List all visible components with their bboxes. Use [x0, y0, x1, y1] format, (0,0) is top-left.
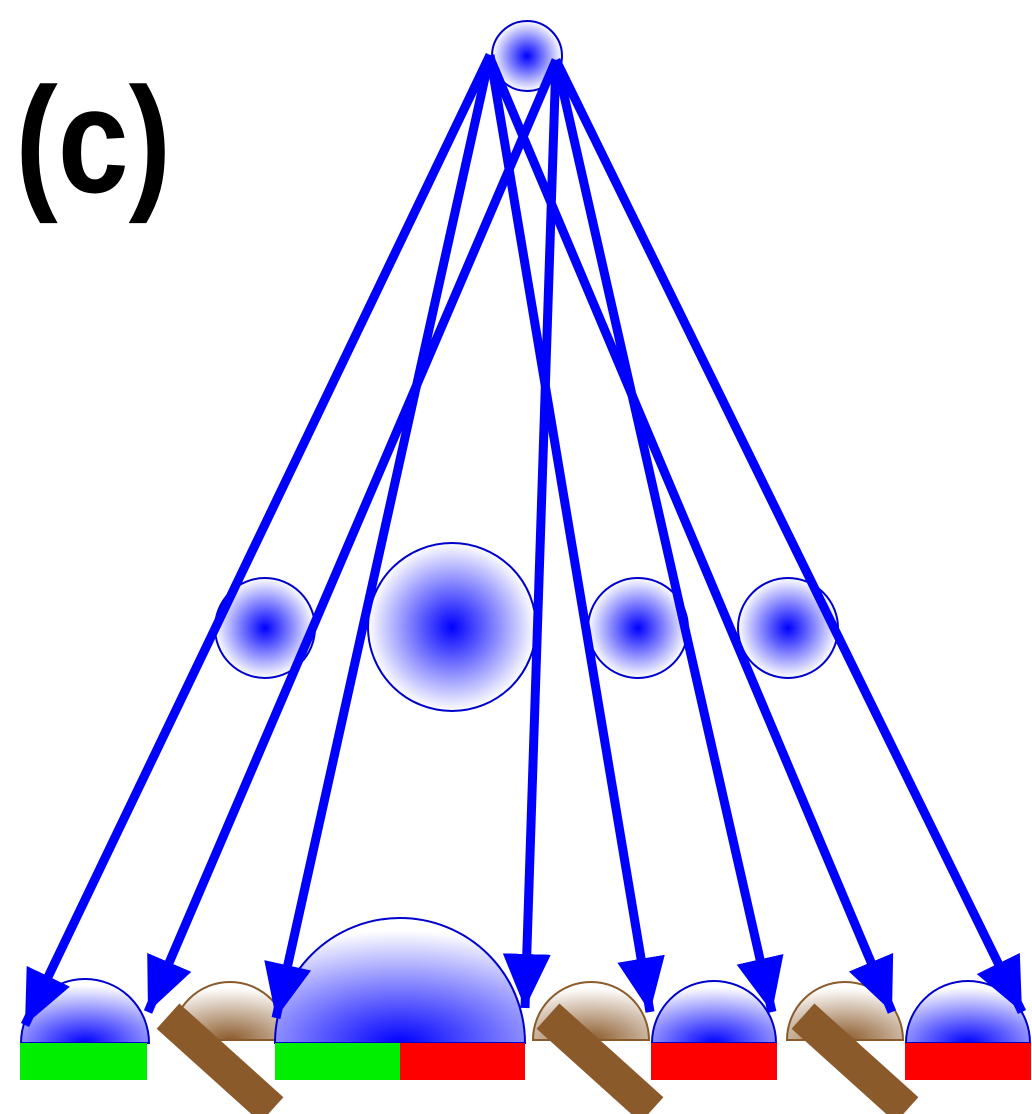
arrow — [551, 58, 1027, 1014]
half-sphere — [273, 917, 527, 1044]
arrow — [20, 53, 495, 1027]
arrow — [485, 56, 897, 1014]
brown-bar — [791, 1003, 919, 1114]
half-sphere — [650, 980, 778, 1044]
arrow — [264, 54, 495, 1019]
brown-bar — [156, 1003, 284, 1114]
arrow — [502, 59, 561, 1009]
arrow — [485, 54, 665, 1013]
panel-label: (c) — [15, 57, 171, 224]
red-bar — [400, 1043, 525, 1080]
red-bar — [905, 1043, 1031, 1080]
arrow — [551, 59, 784, 1013]
sphere — [367, 542, 537, 712]
green-bar — [275, 1043, 400, 1080]
sphere — [737, 577, 839, 679]
arrow — [143, 58, 561, 1014]
arrows — [20, 53, 1027, 1027]
green-bar — [20, 1043, 147, 1080]
red-bar — [651, 1043, 777, 1080]
brown-bar — [536, 1003, 664, 1114]
